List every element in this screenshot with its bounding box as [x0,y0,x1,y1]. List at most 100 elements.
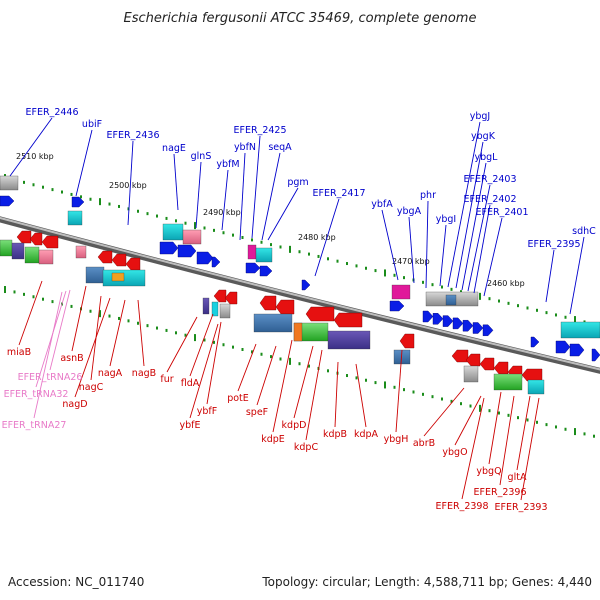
tick-mark [289,245,291,253]
tick-mark [42,297,44,301]
gene-box [219,303,231,319]
gene-label-naga: nagA [98,368,123,379]
reverse-gene-arrow [305,306,335,322]
gene-box [0,175,19,191]
leader-line [75,129,93,197]
gene-box [255,247,273,263]
gene-label-efer_trna26: EFER_tRNA26 [18,372,83,383]
tick-mark [460,290,462,294]
gene-label-glta: gltA [508,472,527,483]
tick-mark [4,286,6,294]
tick-mark [32,295,35,299]
leader-line [195,161,202,229]
leader-line [137,299,145,367]
tick-mark [564,315,567,319]
tick-mark [479,292,481,300]
gene-label-nagc: nagC [79,382,104,393]
reverse-gene-arrow [29,232,43,246]
tick-mark [89,309,92,313]
gene-label-pote: potE [227,393,249,404]
map-title: Escherichia fergusonii ATCC 35469, compl… [124,11,477,26]
tick-mark [99,198,101,206]
tick-mark [336,259,339,263]
tick-mark [127,207,130,211]
tick-mark [393,385,396,389]
tick-mark [555,425,557,429]
tick-mark [498,299,500,303]
tick-mark [99,310,101,318]
reverse-gene-arrow [479,357,495,371]
gene-box [75,245,87,259]
leader-line [461,162,487,291]
leader-line [423,387,465,437]
gene-box [327,330,371,350]
tick-mark [308,252,310,256]
gene-label-ybfm: ybfM [216,159,239,170]
gene-label-efer_2393: EFER_2393 [495,502,548,513]
tick-mark [89,197,92,201]
tick-mark [251,350,253,354]
forward-gene-arrow [196,251,214,265]
gene-label-phr: phr [420,190,436,201]
tick-mark [555,313,557,317]
gene-box [0,239,13,257]
tick-mark [108,202,111,206]
forward-gene-arrow [432,313,444,325]
tick-mark [441,285,443,289]
tick-mark [232,345,234,349]
leader-line [74,297,111,398]
tick-mark [23,292,25,296]
tick-label: 2490 kbp [203,208,241,217]
tick-mark [289,357,291,365]
forward-gene-arrow [259,265,273,277]
tick-mark [108,314,111,318]
tick-mark [175,219,177,223]
tick-mark [70,192,73,196]
leader-line [256,345,277,406]
reverse-gene-arrow [111,253,127,267]
leader-line [261,152,281,241]
tick-mark [156,326,158,330]
tick-mark [127,319,130,323]
gene-label-efer_2446: EFER_2446 [26,107,79,118]
tick-mark [346,374,348,378]
leader-line [425,200,429,289]
leader-line [408,216,415,284]
tick-mark [450,399,453,403]
leader-line [71,285,87,352]
forward-gene-arrow [569,343,585,357]
tick-mark [241,235,244,239]
leader-line [439,224,447,287]
leader-line [483,217,503,297]
gene-label-efer_2402: EFER_2402 [464,194,517,205]
forward-gene-arrow [422,310,434,323]
gene-label-ybgq: ybgQ [476,466,501,477]
tick-mark [32,183,35,187]
tick-mark [165,216,168,220]
gene-label-kdpd: kdpD [282,420,307,431]
tick-mark [137,209,139,213]
gene-label-efer_2436: EFER_2436 [107,130,160,141]
leader-line [454,395,482,446]
leader-line [314,198,340,277]
leader-line [239,152,246,241]
tick-mark [507,413,510,417]
tick-row-lower [4,286,595,438]
tick-mark [583,432,586,436]
tick-label: 2500 kbp [109,181,147,190]
forward-gene-arrow [0,195,15,207]
leader-line [272,339,293,433]
tick-mark [298,362,301,366]
tick-mark [118,204,120,208]
gene-box [527,379,545,395]
gene-label-efer_trna32: EFER_tRNA32 [4,389,69,400]
gene-label-efer_2417: EFER_2417 [313,188,366,199]
tick-mark [80,195,82,199]
gene-box [247,244,257,260]
tick-mark [384,381,386,389]
leader-line [49,289,71,371]
tick-mark [203,226,206,230]
gene-label-ubif: ubiF [82,119,102,130]
tick-mark [536,420,538,424]
leader-line [18,280,43,346]
